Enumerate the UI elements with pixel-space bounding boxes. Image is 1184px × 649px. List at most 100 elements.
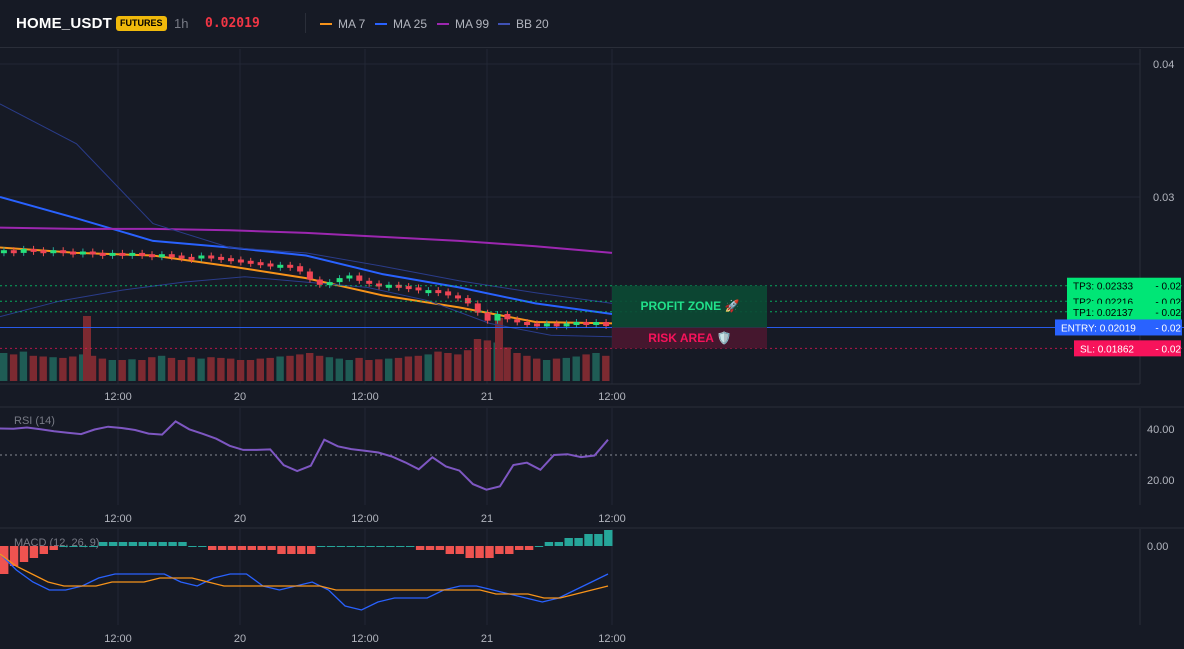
- volume-bar: [444, 353, 452, 381]
- futures-badge: FUTURES: [116, 16, 167, 31]
- volume-bar: [424, 354, 432, 381]
- candle-body: [405, 286, 412, 290]
- level-tag: [1067, 303, 1181, 320]
- volume-bar: [236, 360, 245, 381]
- candle-body: [494, 314, 501, 321]
- legend-ma25-label: MA 25: [393, 17, 428, 31]
- macd-histogram-bar: [168, 542, 177, 546]
- macd-histogram-bar: [415, 546, 425, 550]
- volume-bar: [572, 356, 580, 381]
- candle-body: [385, 284, 392, 288]
- time-tick-label: 12:00: [351, 513, 379, 525]
- timeframe-selector[interactable]: 1h: [174, 16, 189, 31]
- candle-body: [395, 284, 402, 288]
- volume-bar: [385, 358, 393, 381]
- level-tag-suffix: - 0.02: [1155, 323, 1181, 334]
- ma99-swatch: [437, 23, 449, 25]
- macd-histogram-bar: [356, 546, 365, 547]
- macd-histogram-bar: [376, 546, 385, 547]
- macd-histogram-bar: [217, 546, 227, 550]
- risk-zone-label: RISK AREA 🛡️: [648, 331, 731, 345]
- candle-body: [464, 298, 471, 304]
- macd-histogram-bar: [515, 546, 524, 550]
- macd-histogram-bar: [495, 546, 504, 554]
- time-tick-label: 12:00: [351, 633, 379, 645]
- candle-body: [50, 250, 57, 254]
- macd-histogram-bar: [198, 546, 207, 547]
- macd-histogram-bar: [435, 546, 445, 550]
- time-tick-label: 12:00: [598, 633, 626, 645]
- candle-body: [30, 248, 37, 252]
- volume-bar: [227, 358, 235, 381]
- legend-bb20[interactable]: BB 20: [498, 17, 549, 31]
- legend-ma7-label: MA 7: [338, 17, 366, 31]
- legend-ma7[interactable]: MA 7: [320, 17, 365, 31]
- volume-bar: [246, 360, 255, 381]
- bb20-swatch: [498, 23, 510, 25]
- macd-histogram-bar: [574, 538, 583, 546]
- macd-histogram-bar: [297, 546, 306, 554]
- candle-body: [583, 322, 590, 325]
- candle-body: [168, 254, 175, 258]
- candle-body: [543, 323, 550, 327]
- macd-histogram-bar: [0, 546, 9, 574]
- volume-bar: [138, 360, 146, 381]
- candle-body: [484, 312, 491, 321]
- candle-body: [425, 290, 432, 294]
- macd-histogram-bar: [465, 546, 474, 558]
- volume-bar: [148, 357, 156, 381]
- candle-body: [435, 290, 442, 294]
- level-tag-suffix: - 0.02: [1155, 297, 1181, 308]
- macd-histogram-bar: [39, 546, 48, 554]
- legend-ma25[interactable]: MA 25: [375, 17, 427, 31]
- candle-body: [178, 255, 185, 259]
- macd-histogram-bar: [594, 534, 603, 546]
- volume-bar: [463, 350, 472, 381]
- macd-histogram-bar: [544, 542, 554, 546]
- macd-histogram-bar: [534, 546, 544, 547]
- candle-body: [208, 255, 215, 259]
- legend-bb20-label: BB 20: [516, 17, 549, 31]
- volume-bar: [523, 355, 531, 381]
- macd-histogram-bar: [277, 546, 286, 554]
- macd-histogram-bar: [178, 542, 187, 546]
- legend-ma99[interactable]: MA 99: [437, 17, 489, 31]
- macd-histogram-bar: [366, 546, 375, 547]
- volume-bar: [276, 356, 284, 381]
- volume-bar: [59, 357, 67, 381]
- candle-body: [366, 280, 373, 284]
- candle-body: [346, 275, 353, 279]
- candle-body: [257, 262, 264, 266]
- volume-bar: [513, 353, 521, 381]
- volume-bar: [39, 356, 47, 381]
- volume-bar: [375, 359, 383, 381]
- macd-line: [0, 553, 609, 611]
- macd-histogram-bar: [237, 546, 247, 550]
- macd-histogram-bar: [406, 546, 415, 547]
- level-tag: [1055, 319, 1182, 336]
- time-tick-label: 12:00: [598, 513, 626, 525]
- volume-bar: [207, 357, 215, 381]
- volume-bar: [533, 358, 541, 381]
- volume-bar: [256, 358, 264, 381]
- macd-histogram-bar: [316, 546, 326, 547]
- macd-histogram-bar: [9, 546, 19, 566]
- macd-histogram-bar: [247, 546, 256, 550]
- ma25-line: [0, 196, 613, 315]
- candle-body: [99, 252, 106, 256]
- rsi-tick-label: 40.00: [1147, 424, 1175, 436]
- rsi-title: RSI (14): [14, 415, 55, 427]
- macd-histogram-bar: [524, 546, 534, 550]
- volume-bar: [88, 355, 97, 381]
- volume-bar: [98, 358, 107, 381]
- volume-bar: [0, 353, 8, 381]
- symbol-name[interactable]: HOME_USDT: [16, 15, 112, 32]
- candle-body: [198, 255, 205, 259]
- time-tick-label: 20: [234, 391, 246, 403]
- macd-histogram-bar: [148, 542, 157, 546]
- volume-bar: [9, 354, 18, 381]
- candle-body: [474, 303, 481, 313]
- candle-body: [89, 251, 96, 255]
- macd-histogram-bar: [49, 546, 58, 550]
